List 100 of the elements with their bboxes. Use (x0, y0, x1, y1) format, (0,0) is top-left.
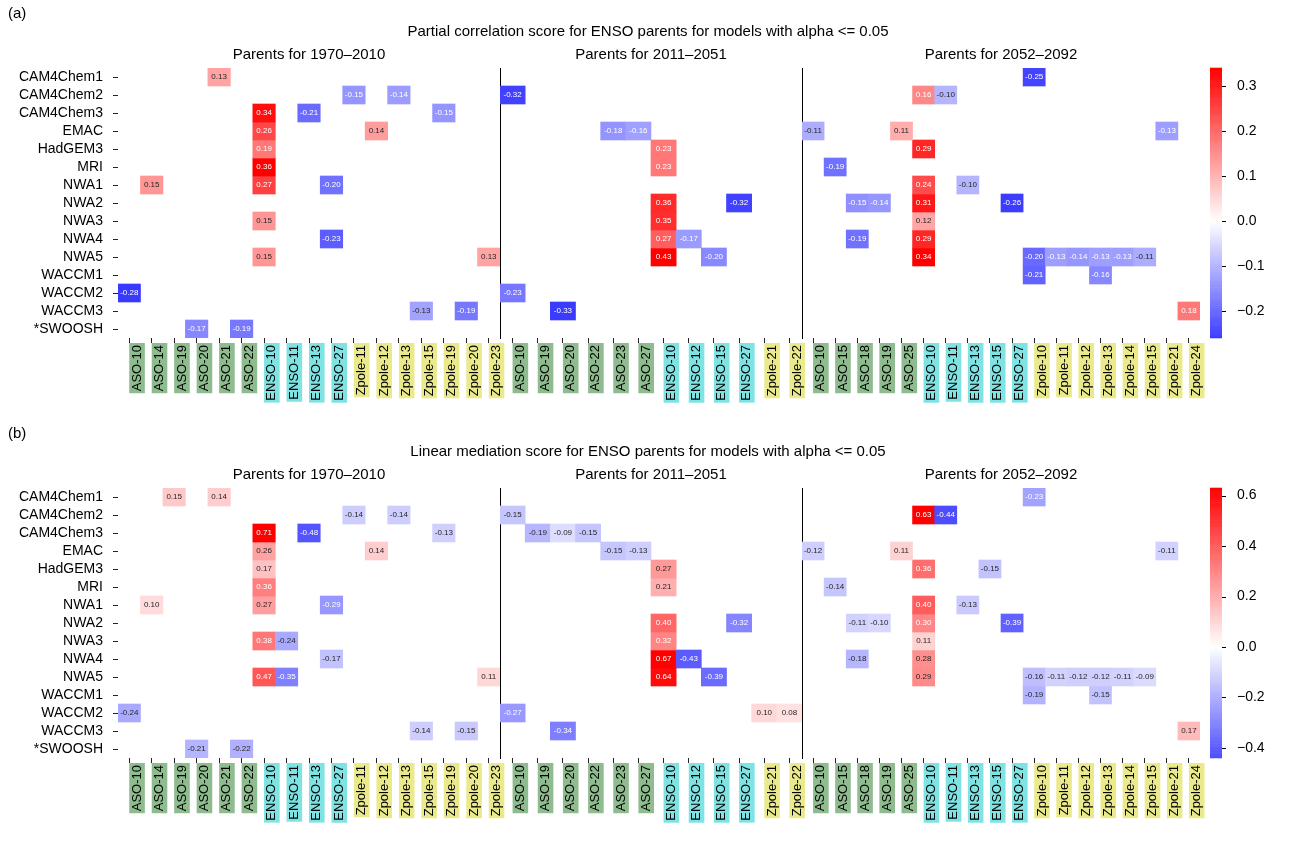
x-tick-label: ASO-10 (511, 345, 527, 392)
text: Partial correlation score for ENSO parents for models with alpha <= 0.05 (407, 22, 889, 40)
data-label: 0.14 (368, 546, 385, 556)
data-label: -0.13 (1157, 126, 1177, 136)
data-label: -0.13 (412, 306, 432, 316)
x-tick-label: Zpole-23 (488, 765, 504, 817)
data-label: -0.25 (1025, 72, 1044, 82)
x-tick-label: ASO-15 (834, 345, 850, 392)
x-tick-label: ENSO-15 (713, 765, 729, 821)
data-label: -0.33 (553, 306, 573, 316)
x-tick-label: Zpole-21 (1166, 765, 1182, 817)
y-tick-label: NWA5 (63, 247, 104, 264)
x-tick-label: Zpole-11 (1055, 765, 1071, 816)
data-label: -0.23 (322, 234, 342, 244)
data-label: -0.32 (729, 618, 749, 628)
chart-title: Parents for 2052–2092 (924, 465, 1078, 483)
data-label: -0.24 (120, 708, 139, 718)
y-tick-label: HadGEM3 (37, 139, 104, 156)
data-label: -0.20 (704, 252, 724, 262)
data-label: 0.21 (655, 582, 672, 592)
data-label: 0.32 (655, 636, 672, 646)
data-label: 0.29 (915, 144, 932, 154)
data-label: 0.15 (256, 216, 273, 226)
data-label: -0.17 (322, 654, 342, 664)
data-label: 0.36 (256, 162, 273, 172)
data-label: -0.19 (826, 162, 845, 172)
x-tick-label: Zpole-15 (420, 345, 436, 397)
x-tick-label: Zpole-12 (375, 345, 391, 397)
x-tick-label: ASO-19 (537, 345, 553, 392)
x-tick-label: ASO-10 (128, 765, 144, 812)
data-label: -0.16 (1025, 672, 1044, 682)
x-tick-label: ENSO-10 (263, 765, 279, 821)
data-label: 0.64 (655, 672, 672, 682)
x-tick-label: ASO-20 (562, 765, 578, 812)
x-tick-label: ENSO-15 (989, 765, 1005, 821)
data-label: -0.15 (578, 528, 598, 538)
x-tick-label: ASO-20 (196, 345, 212, 392)
color-bar-label: −0.4 (1237, 738, 1265, 755)
data-label: 0.10 (143, 600, 161, 610)
data-label: -0.11 (1113, 672, 1132, 682)
x-tick-label: ENSO-10 (263, 345, 279, 401)
x-tick-label: Zpole-19 (443, 345, 459, 397)
data-label: -0.13 (1091, 252, 1111, 262)
data-label: 0.36 (915, 564, 932, 574)
data-label: -0.19 (232, 324, 252, 334)
x-tick-label: Zpole-23 (488, 345, 504, 397)
data-label: -0.15 (980, 564, 1000, 574)
x-tick-label: Zpole-21 (763, 345, 779, 397)
data-label: 0.27 (256, 600, 273, 610)
data-label: 0.23 (655, 162, 672, 172)
data-label: 0.36 (655, 198, 672, 208)
x-tick-label: ASO-20 (562, 345, 578, 392)
x-tick-label: ASO-23 (612, 765, 628, 812)
data-label: 0.29 (915, 672, 932, 682)
x-tick-label: ENSO-10 (662, 345, 678, 401)
x-tick-label: Zpole-14 (1121, 765, 1137, 817)
color-bar-label: −0.1 (1237, 256, 1265, 273)
data-label: -0.15 (503, 510, 523, 520)
x-tick-label: ENSO-11 (285, 765, 301, 820)
x-tick-label: Zpole-15 (1144, 345, 1160, 397)
data-label: -0.10 (936, 90, 956, 100)
color-bar-label: 0.6 (1237, 486, 1257, 503)
x-tick-label: ENSO-15 (713, 345, 729, 401)
color-bar-label: 0.1 (1237, 166, 1257, 183)
data-label: 0.11 (894, 546, 910, 556)
x-tick-label: ASO-19 (173, 765, 189, 812)
chart-title: Parents for 1970–2010 (232, 465, 386, 483)
y-tick-label: *SWOOSH (33, 739, 103, 756)
data-label: -0.28 (120, 288, 139, 298)
data-label: 0.11 (916, 636, 932, 646)
x-tick-label: ASO-10 (812, 345, 828, 392)
data-label: -0.39 (1002, 618, 1022, 628)
data-label: 0.27 (655, 564, 672, 574)
chart-title: Parents for 2011–2051 (575, 45, 727, 63)
y-tick-label: WACCM3 (41, 721, 104, 738)
x-tick-label: ASO-22 (240, 765, 256, 812)
data-label: 0.19 (256, 144, 273, 154)
data-label: -0.15 (1091, 690, 1111, 700)
data-label: -0.12 (803, 546, 823, 556)
x-tick-label: ENSO-27 (330, 345, 346, 401)
y-tick-label: CAM4Chem1 (18, 487, 104, 504)
x-tick-label: Zpole-24 (1188, 345, 1204, 397)
data-label: 0.34 (915, 252, 932, 262)
y-tick-label: EMAC (62, 121, 103, 138)
data-label: -0.12 (1091, 672, 1111, 682)
data-label: -0.19 (528, 528, 548, 538)
x-tick-label: ASO-21 (218, 345, 234, 392)
y-tick-label: NWA1 (63, 175, 104, 192)
x-tick-label: ASO-15 (834, 765, 850, 812)
x-tick-label: ASO-18 (856, 345, 872, 392)
y-tick-label: CAM4Chem2 (18, 85, 104, 102)
data-label: 0.23 (655, 144, 672, 154)
x-tick-label: Zpole-15 (1144, 765, 1160, 817)
data-label: -0.14 (389, 90, 409, 100)
x-tick-label: ASO-25 (900, 765, 916, 812)
data-label: -0.15 (457, 726, 476, 736)
x-tick-label: Zpole-12 (1077, 345, 1093, 397)
y-tick-label: CAM4Chem3 (18, 103, 104, 120)
y-tick-label: WACCM2 (41, 703, 104, 720)
y-tick-label: CAM4Chem2 (18, 505, 104, 522)
